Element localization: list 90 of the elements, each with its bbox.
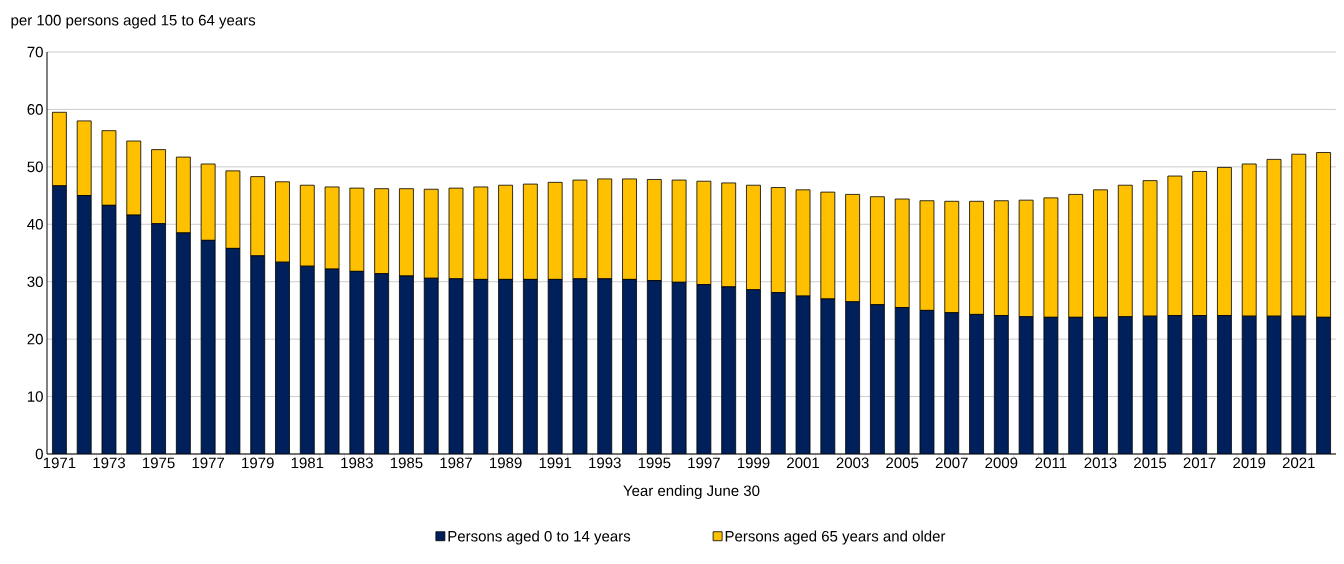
y-tick-label: 70 xyxy=(27,46,43,58)
bar xyxy=(1018,199,1034,318)
y-tick-label: 40 xyxy=(27,218,43,230)
bar xyxy=(1093,317,1108,454)
bar xyxy=(300,266,315,454)
legend-label: Persons aged 0 to 14 years xyxy=(448,530,631,545)
bar xyxy=(399,275,414,454)
y-axis-title: per 100 persons aged 15 to 64 years xyxy=(11,14,256,29)
bar xyxy=(795,189,811,297)
x-tick-label: 1971 xyxy=(43,457,76,469)
bar xyxy=(845,301,860,454)
bar xyxy=(374,273,389,454)
bar xyxy=(1093,189,1108,318)
bar xyxy=(1316,316,1331,454)
x-tick-label: 2013 xyxy=(1084,457,1117,469)
bar xyxy=(423,188,439,279)
bar xyxy=(473,279,488,454)
x-tick-label: 2003 xyxy=(836,457,869,469)
bar xyxy=(374,188,390,275)
x-tick-label: 1993 xyxy=(589,457,621,469)
bar xyxy=(597,278,612,454)
bar xyxy=(523,279,538,454)
x-tick-label: 2015 xyxy=(1134,457,1167,469)
bar xyxy=(820,298,835,454)
bar xyxy=(1068,317,1083,454)
bar xyxy=(275,262,290,454)
bar xyxy=(176,232,191,454)
bar xyxy=(994,315,1009,454)
bar xyxy=(1217,315,1232,454)
bar xyxy=(1068,194,1084,318)
bar xyxy=(250,255,265,454)
x-tick-label: 2009 xyxy=(985,457,1018,469)
x-tick-label: 1995 xyxy=(638,457,671,469)
y-tick-label: 20 xyxy=(27,333,43,345)
y-tick-label: 0 xyxy=(35,448,43,460)
bar xyxy=(969,200,984,315)
x-tick-label: 1999 xyxy=(737,457,770,469)
x-tick-label: 2007 xyxy=(935,457,968,469)
bar xyxy=(944,200,960,314)
y-tick-label: 30 xyxy=(27,276,43,288)
bar xyxy=(1242,316,1257,454)
x-tick-label: 2019 xyxy=(1233,457,1266,469)
x-tick-label: 1989 xyxy=(490,457,522,469)
x-tick-label: 1997 xyxy=(688,457,720,469)
bar xyxy=(1192,315,1207,454)
bar xyxy=(969,314,984,454)
bar xyxy=(622,279,637,454)
bar xyxy=(894,198,910,308)
bar xyxy=(399,188,414,277)
x-tick-label: 1991 xyxy=(539,457,572,469)
bar xyxy=(424,278,439,454)
bar xyxy=(548,279,563,454)
x-tick-label: 2001 xyxy=(787,457,819,469)
bar xyxy=(498,279,513,454)
y-tick-label: 60 xyxy=(27,104,43,115)
x-tick-label: 2011 xyxy=(1035,457,1067,469)
x-tick-label: 1985 xyxy=(390,457,423,469)
bar xyxy=(771,292,786,454)
bar xyxy=(52,185,67,454)
bar xyxy=(746,289,761,454)
bar xyxy=(845,194,861,303)
bar xyxy=(151,223,166,454)
x-tick-label: 1977 xyxy=(192,457,225,469)
x-tick-label: 2021 xyxy=(1282,457,1315,469)
bar xyxy=(870,196,885,306)
bar xyxy=(895,307,910,454)
bar xyxy=(1043,197,1059,318)
bar xyxy=(919,200,935,311)
bar xyxy=(1291,316,1306,454)
bar xyxy=(944,312,959,454)
bar xyxy=(647,280,662,454)
legend-label: Persons aged 65 years and older xyxy=(725,530,946,545)
bar xyxy=(993,200,1009,316)
y-tick-label: 50 xyxy=(27,161,43,173)
bar xyxy=(77,195,92,454)
x-tick-label: 2017 xyxy=(1183,457,1216,469)
x-axis-title: Year ending June 30 xyxy=(623,485,760,499)
x-tick-label: 1975 xyxy=(143,457,175,469)
bar xyxy=(721,286,736,454)
x-tick-label: 2005 xyxy=(886,457,919,469)
x-tick-label: 1987 xyxy=(440,457,472,469)
y-tick-label: 10 xyxy=(27,391,43,402)
x-tick-label: 1979 xyxy=(242,457,274,469)
bar xyxy=(870,304,885,454)
bar xyxy=(1118,316,1133,454)
x-tick-label: 1981 xyxy=(291,457,324,469)
bar xyxy=(126,215,141,454)
bar xyxy=(820,191,836,300)
x-tick-label: 1983 xyxy=(341,457,373,469)
x-tick-label: 1973 xyxy=(93,457,125,469)
